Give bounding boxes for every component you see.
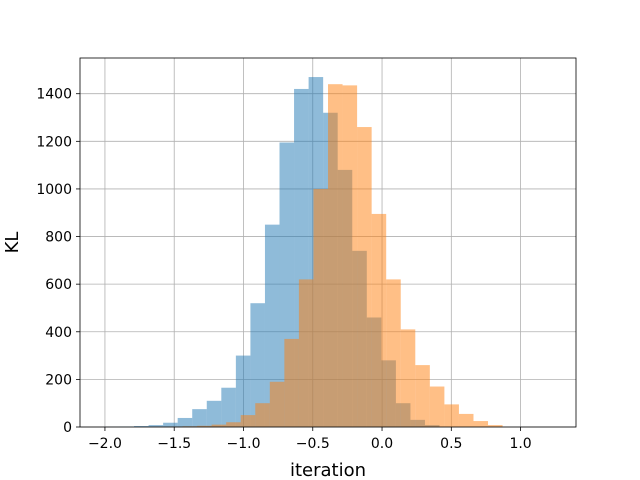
x-tick-label: −2.0 (88, 436, 122, 452)
histogram-bar-series-1 (163, 422, 178, 427)
histogram-bar-series-1 (235, 355, 251, 427)
histogram-bar-series-2 (211, 424, 227, 427)
histogram-bar-series-2 (415, 365, 430, 427)
histogram-bar-series-2 (386, 279, 401, 427)
histogram-bar-series-1 (206, 400, 222, 427)
histogram-bar-series-2 (255, 403, 270, 427)
y-axis-label: KL (2, 232, 23, 254)
y-tick-label: 1400 (36, 87, 72, 103)
histogram-bar-series-2 (444, 404, 459, 427)
histogram-bar-series-1 (148, 425, 164, 427)
x-tick-label: −0.5 (296, 436, 330, 452)
y-tick-label: 400 (45, 325, 72, 341)
histogram-bar-series-1 (264, 224, 280, 427)
histogram-bar-series-2 (269, 381, 285, 427)
histogram-bar-series-1 (192, 409, 207, 427)
x-tick-label: 0.5 (440, 436, 462, 452)
histogram-bar-series-2 (197, 425, 212, 427)
histogram-bar-series-2 (400, 329, 416, 427)
histogram-bar-series-2 (473, 421, 489, 427)
histogram-bar-series-1 (250, 303, 265, 427)
y-tick-label: 200 (45, 372, 72, 388)
histogram-bar-series-1 (221, 387, 236, 427)
plot-frame (79, 57, 577, 428)
histogram-bar-series-2 (226, 422, 241, 427)
y-tick-label: 600 (45, 277, 72, 293)
histogram-bar-series-2 (371, 213, 387, 427)
histogram-bar-series-1 (134, 426, 149, 427)
y-axis-ticks: 0 200 400 600 800 1000 1200 1400 (36, 87, 80, 436)
y-tick-label: 800 (45, 230, 72, 246)
x-tick-label: 1.0 (509, 436, 531, 452)
x-axis-label: iteration (290, 460, 366, 480)
histogram-bar-series-2 (357, 127, 372, 428)
y-tick-label: 0 (63, 420, 72, 436)
histogram-bar-series-2 (342, 85, 358, 428)
x-tick-label: −1.0 (226, 436, 260, 452)
x-tick-label: 0.0 (371, 436, 393, 452)
y-tick-label: 1000 (36, 182, 72, 198)
histogram-bar-series-2 (458, 413, 474, 427)
histogram-bars (104, 77, 503, 428)
y-tick-label: 1200 (36, 134, 72, 150)
histogram-bar-series-2 (328, 84, 343, 427)
x-axis-ticks: −2.0 −1.5 −1.0 −0.5 0.0 0.5 1.0 (88, 427, 532, 452)
histogram-bar-series-1 (177, 417, 193, 427)
x-tick-label: −1.5 (157, 436, 191, 452)
histogram-bar-series-2 (488, 425, 503, 427)
histogram-bar-series-2 (240, 415, 256, 427)
histogram-bar-series-2 (429, 386, 445, 427)
histogram-bar-series-2 (298, 279, 314, 427)
histogram-bar-series-2 (284, 338, 299, 427)
histogram-bar-series-2 (313, 188, 328, 427)
